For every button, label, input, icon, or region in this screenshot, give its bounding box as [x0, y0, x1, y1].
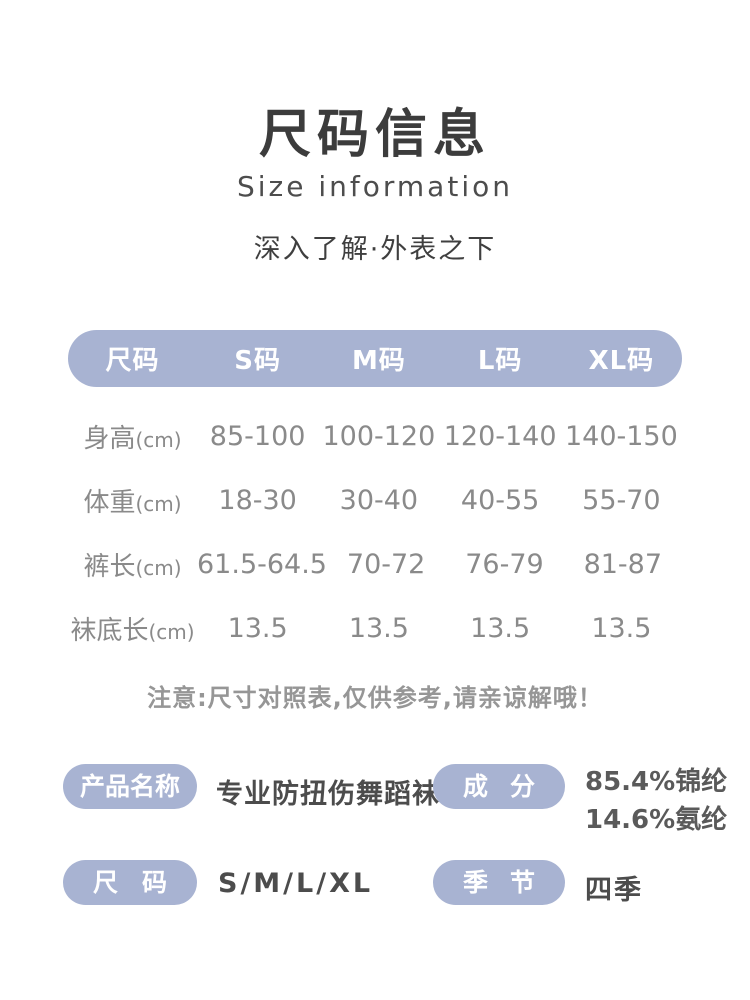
row-label-text: 袜底长: [70, 615, 149, 646]
cell-value: 13.5: [227, 612, 288, 644]
cell-value: 40-55: [460, 484, 540, 516]
season-badge: 季节: [433, 860, 565, 905]
table-row-pants-length: 裤长(cm) 61.5-64.5 70-72 76-79 81-87: [68, 532, 682, 596]
column-header-xl: XL码: [588, 346, 655, 376]
season-value: 四季: [585, 875, 643, 906]
row-label-unit: (cm): [148, 619, 195, 644]
column-header-s: S码: [234, 346, 281, 376]
composition-line-2: 14.6%氨纶: [585, 805, 728, 835]
table-row-sock-sole-length: 袜底长(cm) 13.5 13.5 13.5 13.5: [68, 596, 682, 660]
cell-value: 13.5: [348, 612, 409, 644]
cell-value: 13.5: [591, 612, 652, 644]
size-badge: 尺码: [63, 860, 197, 905]
row-label-text: 身高: [83, 423, 136, 454]
product-name-badge: 产品名称: [63, 764, 197, 809]
cell-value: 70-72: [346, 548, 426, 580]
size-value: S/M/L/XL: [218, 868, 374, 899]
cell-value: 61.5-64.5: [197, 548, 327, 580]
row-label-unit: (cm): [135, 555, 182, 580]
column-header-size: 尺码: [105, 346, 160, 376]
cell-value: 85-100: [209, 420, 306, 452]
page-title: 尺码信息: [258, 105, 491, 165]
row-label: 体重(cm): [68, 482, 197, 519]
cell-value: 76-79: [465, 548, 544, 580]
size-table-header: 尺码 S码 M码 L码 XL码: [68, 330, 682, 387]
row-label: 袜底长(cm): [68, 610, 197, 647]
composition-badge: 成分: [433, 764, 565, 809]
table-row-height: 身高(cm) 85-100 100-120 120-140 140-150: [68, 404, 682, 468]
cell-value: 55-70: [582, 484, 661, 516]
cell-value: 120-140: [443, 420, 557, 452]
size-table-body: 身高(cm) 85-100 100-120 120-140 140-150 体重…: [68, 404, 682, 660]
row-label-unit: (cm): [135, 491, 182, 516]
column-header-l: L码: [477, 346, 523, 376]
cell-value: 30-40: [339, 484, 419, 516]
cell-value: 140-150: [564, 420, 678, 452]
page-subtitle-cn: 深入了解·外表之下: [253, 234, 497, 265]
cell-value: 13.5: [470, 612, 531, 644]
cell-value: 81-87: [583, 548, 663, 580]
cell-value: 18-30: [218, 484, 297, 516]
size-note: 注意:尺寸对照表,仅供参考,请亲谅解哦！: [147, 684, 603, 712]
column-header-m: M码: [351, 346, 406, 376]
composition-line-1: 85.4%锦纶: [585, 767, 728, 797]
table-row-weight: 体重(cm) 18-30 30-40 40-55 55-70: [68, 468, 682, 532]
page-subtitle-en: Size information: [237, 170, 513, 203]
row-label-text: 裤长: [83, 551, 136, 582]
row-label: 身高(cm): [68, 418, 197, 455]
row-label-text: 体重: [83, 487, 136, 518]
product-name-value: 专业防扭伤舞蹈袜: [216, 779, 440, 810]
row-label-unit: (cm): [135, 427, 182, 452]
cell-value: 100-120: [322, 420, 436, 452]
composition-value: 85.4%锦纶 14.6%氨纶: [585, 763, 727, 839]
row-label: 裤长(cm): [68, 546, 197, 583]
size-table: 尺码 S码 M码 L码 XL码 身高(cm) 85-100 100-120 12…: [68, 330, 682, 660]
